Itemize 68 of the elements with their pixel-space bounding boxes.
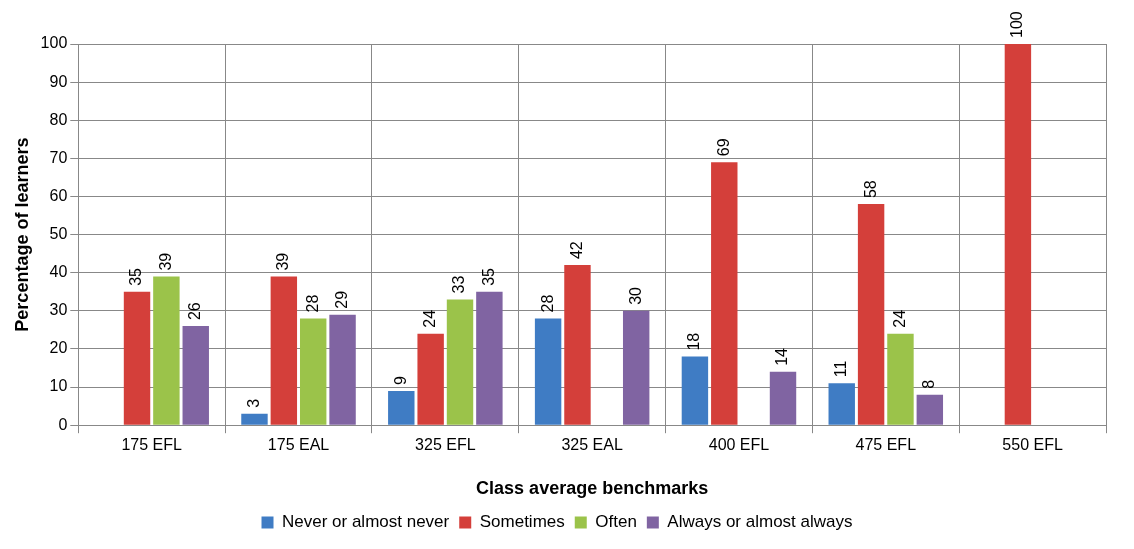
bar xyxy=(887,333,914,425)
bar xyxy=(711,162,738,425)
data-label: 26 xyxy=(186,302,204,321)
bar xyxy=(299,318,327,425)
data-label: 14 xyxy=(773,347,791,366)
y-axis-title: Percentage of learners xyxy=(11,137,32,332)
y-tick-label: 30 xyxy=(49,301,68,319)
x-tick-label: 325 EFL xyxy=(415,436,476,454)
x-tick-label: 475 EFL xyxy=(855,436,917,454)
x-tick-label: 400 EFL xyxy=(708,436,770,454)
data-label: 18 xyxy=(685,332,703,351)
bar xyxy=(241,413,268,425)
legend-label: Always or almost always xyxy=(667,512,853,532)
bar xyxy=(329,314,356,425)
bar xyxy=(388,390,415,425)
data-label: 28 xyxy=(538,294,556,313)
y-tick-label: 40 xyxy=(49,263,68,281)
x-tick-label: 550 EFL xyxy=(1002,436,1063,454)
bar xyxy=(916,394,944,425)
data-label: 39 xyxy=(274,252,292,271)
y-tick-label: 90 xyxy=(49,72,68,90)
data-label: 33 xyxy=(450,275,468,294)
bar xyxy=(182,326,209,425)
y-tick-label: 0 xyxy=(58,415,68,433)
data-label: 35 xyxy=(127,267,145,286)
legend-label: Never or almost never xyxy=(282,512,450,532)
bar xyxy=(1004,44,1032,425)
data-label: 35 xyxy=(479,267,497,286)
y-tick-label: 70 xyxy=(49,148,68,166)
bar xyxy=(153,276,180,425)
data-label: 3 xyxy=(244,398,262,408)
data-label: 58 xyxy=(861,180,879,199)
legend-label: Sometimes xyxy=(479,512,565,532)
bar xyxy=(769,371,797,425)
y-tick-label: 60 xyxy=(49,186,68,204)
bar xyxy=(270,276,298,425)
bar xyxy=(534,318,562,425)
y-tick-label: 10 xyxy=(49,377,68,395)
data-label: 28 xyxy=(303,294,321,313)
bar xyxy=(446,299,474,425)
data-label: 42 xyxy=(567,241,585,260)
y-tick-label: 50 xyxy=(49,225,68,243)
x-tick-label: 325 EAL xyxy=(561,436,623,454)
legend-label: Often xyxy=(595,512,637,532)
bar xyxy=(857,204,885,425)
data-label: 29 xyxy=(332,290,350,309)
data-label: 11 xyxy=(832,360,850,378)
x-tick-label: 175 EFL xyxy=(121,436,183,454)
y-tick-label: 100 xyxy=(40,34,68,52)
bar xyxy=(564,265,591,425)
bar xyxy=(681,356,709,425)
bar xyxy=(622,310,650,425)
data-label: 24 xyxy=(890,309,908,328)
bar xyxy=(476,291,503,425)
bar xyxy=(828,383,855,425)
x-tick-label: 175 EAL xyxy=(267,436,330,454)
data-label: 39 xyxy=(156,252,174,271)
bar xyxy=(123,291,151,425)
data-label: 24 xyxy=(421,309,439,328)
bar xyxy=(417,333,444,425)
x-axis-title: Class average benchmarks xyxy=(476,478,709,499)
data-label: 30 xyxy=(626,286,644,305)
data-label: 8 xyxy=(920,379,938,389)
data-label: 69 xyxy=(714,138,732,157)
y-tick-label: 20 xyxy=(49,339,68,357)
data-label: 9 xyxy=(391,375,409,385)
y-tick-label: 80 xyxy=(49,110,68,128)
data-label: 100 xyxy=(1008,11,1026,38)
